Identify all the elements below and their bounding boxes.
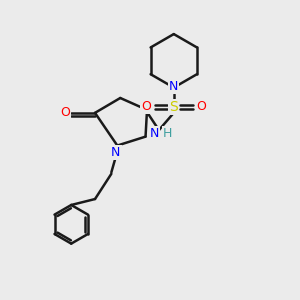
Text: H: H — [163, 127, 172, 140]
Text: N: N — [150, 127, 159, 140]
Text: N: N — [111, 146, 121, 159]
Text: O: O — [196, 100, 206, 113]
Text: N: N — [169, 80, 178, 93]
Text: S: S — [169, 100, 178, 114]
Text: O: O — [141, 100, 151, 113]
Text: O: O — [60, 106, 70, 119]
